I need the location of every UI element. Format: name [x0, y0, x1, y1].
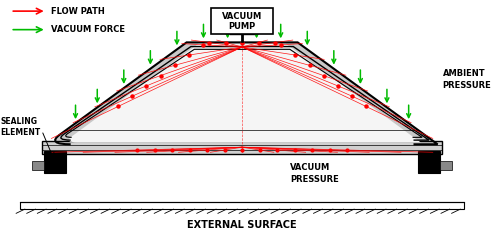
Text: VACUUM FORCE: VACUUM FORCE	[52, 25, 126, 34]
Bar	[20, 202, 464, 209]
Bar	[32, 161, 44, 170]
PathPatch shape	[68, 44, 420, 142]
Text: PUMP: PUMP	[228, 22, 256, 31]
Bar	[42, 141, 442, 154]
Text: EXTERNAL SURFACE: EXTERNAL SURFACE	[188, 220, 297, 230]
Bar	[440, 161, 452, 170]
PathPatch shape	[68, 44, 420, 142]
Text: VACUUM
PRESSURE: VACUUM PRESSURE	[290, 163, 339, 184]
Text: AMBIENT
PRESSURE: AMBIENT PRESSURE	[442, 69, 491, 90]
Bar	[44, 151, 66, 173]
Text: FLOW PATH: FLOW PATH	[52, 7, 105, 16]
Bar	[210, 8, 274, 34]
Text: SEALING
ELEMENT: SEALING ELEMENT	[0, 116, 41, 137]
Bar	[418, 151, 440, 173]
PathPatch shape	[55, 42, 438, 144]
Text: VACUUM: VACUUM	[222, 12, 262, 21]
